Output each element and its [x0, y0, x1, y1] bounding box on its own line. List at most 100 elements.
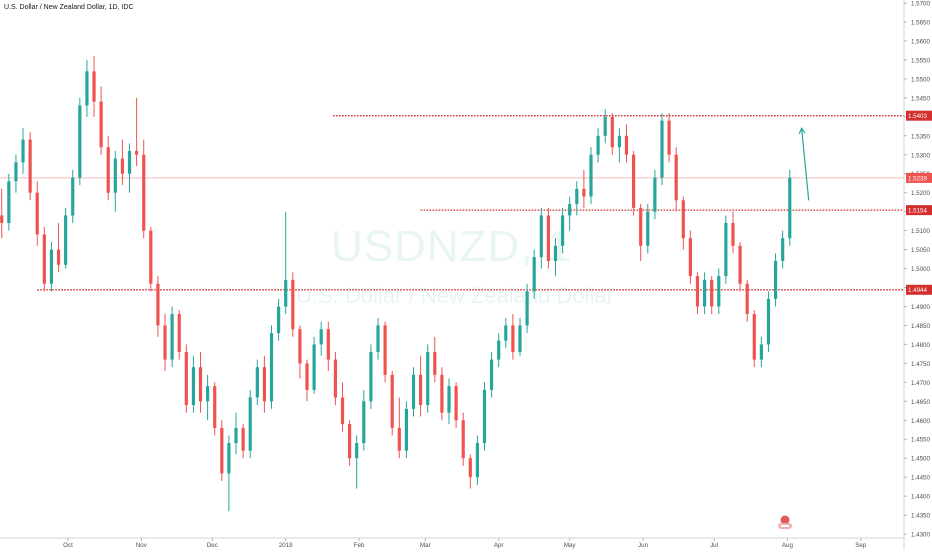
candle-body [575, 188, 579, 205]
price-tick-label: 1.4300 [911, 532, 930, 539]
candle-body [21, 139, 25, 163]
candle-body [653, 177, 657, 212]
arrow-shaft [801, 128, 810, 201]
candle-body [248, 397, 252, 451]
candle-body [298, 329, 302, 364]
candle-body [702, 279, 707, 307]
price-badge-label: 1.5154 [908, 208, 927, 215]
time-tick-label: 2019 [279, 542, 293, 549]
candle-body [468, 458, 472, 478]
price-tick-label: 1.4800 [911, 342, 930, 349]
price-level-lines [0, 115, 904, 291]
candle-body [397, 427, 401, 451]
time-tick-label: Oct [63, 542, 73, 549]
price-tick-label: 1.4650 [911, 399, 930, 406]
price-tick-label: 1.5550 [911, 57, 930, 64]
price-tick-label: 1.5650 [911, 20, 930, 27]
candle-body [14, 162, 18, 182]
candle-body [49, 249, 54, 284]
candle-body [191, 367, 196, 406]
symbol-header[interactable]: U.S. Dollar / New Zealand Dollar, 1D, ID… [4, 4, 134, 11]
candles [0, 56, 792, 512]
candle-body [539, 215, 543, 258]
watermark-name: U.S. Dollar / New Zealand Dollar [296, 283, 614, 308]
candle-body [681, 200, 685, 239]
candle-body [426, 352, 430, 406]
price-tick-label: 1.5300 [911, 152, 930, 159]
candle-body [340, 397, 345, 425]
price-axis[interactable]: 1.5700 1.5650 1.5600 1.5550 1.5500 1.5450 1.54… [903, 0, 932, 550]
candle-body [291, 279, 295, 330]
indicator-badge-icon[interactable] [776, 514, 794, 530]
candle-body [85, 71, 89, 106]
candle-body [461, 420, 465, 459]
candle-body [532, 257, 536, 292]
candle-body [404, 408, 409, 451]
time-axis[interactable]: Oct Nov Dec 2019 Feb Mar Apr May Jun Jul Aug Sep [0, 537, 904, 549]
candle-body [568, 204, 572, 216]
price-tick-label: 1.4900 [911, 304, 930, 311]
candle-body [631, 154, 636, 208]
price-badge-label: 1.5403 [908, 113, 927, 120]
candle-body [262, 367, 267, 402]
price-tick-label: 1.5500 [911, 76, 930, 83]
price-tick-label: 1.5600 [911, 38, 930, 45]
candle-body [113, 158, 117, 193]
candle-body [788, 177, 792, 239]
candle-body [227, 443, 231, 474]
candle-body [312, 344, 316, 390]
candle-body [674, 154, 678, 201]
time-tick-label: Nov [136, 542, 148, 549]
candle-body [589, 154, 593, 197]
candle-body [724, 223, 728, 277]
candle-body [135, 150, 139, 155]
candle-body [255, 367, 259, 398]
candle-body [390, 374, 394, 428]
price-badge [906, 110, 932, 121]
candle-body [411, 374, 416, 409]
price-tick-label: 1.5050 [911, 247, 930, 254]
candle-body [184, 352, 188, 406]
candle-body [454, 386, 458, 421]
candle-body [326, 329, 330, 360]
candle-body [0, 215, 4, 224]
candle-body [348, 424, 352, 459]
candle-body [355, 443, 359, 459]
time-tick-label: Mar [420, 542, 431, 549]
candle-body [773, 260, 778, 299]
candle-body [177, 314, 181, 352]
candle-body [362, 401, 366, 444]
candle-body [106, 147, 110, 193]
price-tick-label: 1.4600 [911, 418, 930, 425]
candle-body [149, 230, 153, 284]
arrow-head [798, 126, 806, 134]
candle-body [433, 352, 437, 375]
candle-body [284, 279, 288, 307]
price-tick-label: 1.5450 [911, 95, 930, 102]
time-tick-label: Aug [782, 542, 794, 549]
candle-body [688, 238, 692, 277]
price-tick-label: 1.5200 [911, 190, 930, 197]
price-tick-label: 1.4750 [911, 361, 930, 368]
candle-body [64, 215, 68, 265]
candle-body [305, 363, 309, 390]
candle-body [120, 158, 125, 174]
candle-body [220, 427, 224, 474]
candle-body [617, 135, 621, 148]
candle-body [92, 71, 96, 102]
candle-body [710, 279, 714, 307]
price-badge [906, 205, 932, 216]
candle-body [170, 314, 174, 360]
candle-body [781, 238, 785, 261]
candle-body [582, 188, 586, 197]
candle-body [99, 101, 103, 148]
candle-body [35, 192, 39, 235]
candle-body [198, 367, 203, 402]
candle-body [667, 120, 671, 155]
candle-body [333, 359, 338, 398]
candle-body [695, 276, 700, 307]
candle-body [759, 344, 763, 360]
price-tick-label: 1.5350 [911, 133, 930, 140]
